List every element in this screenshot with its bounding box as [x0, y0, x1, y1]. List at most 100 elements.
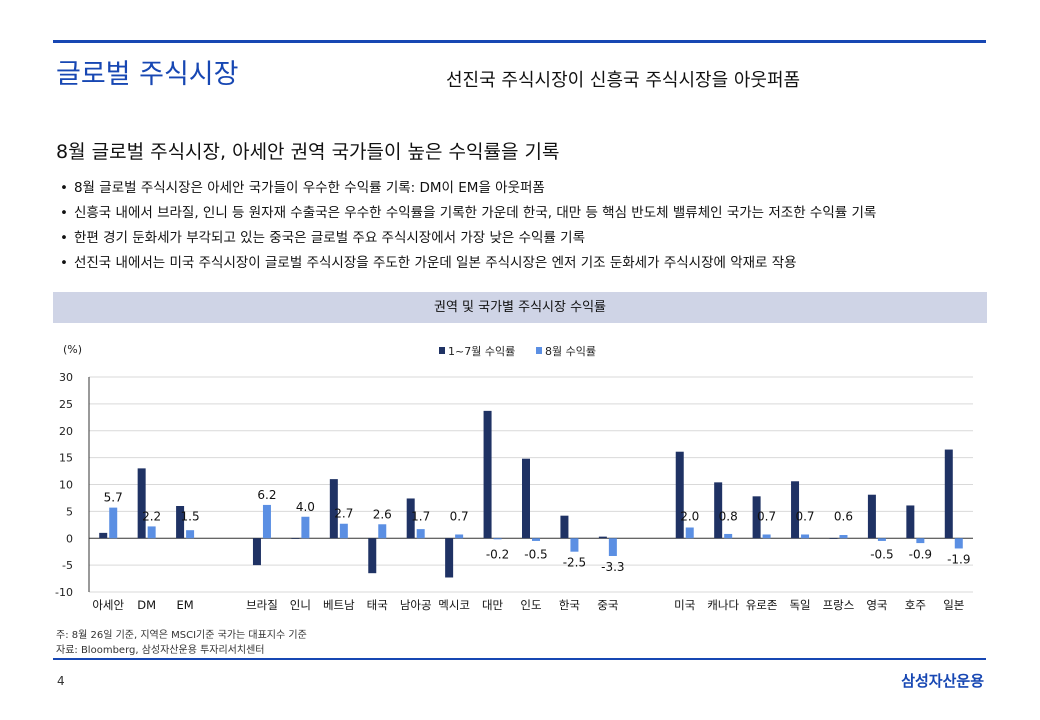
bullet-item: 8월 글로벌 주식시장은 아세안 국가들이 우수한 수익률 기록: DM이 EM…: [60, 176, 876, 201]
x-tick-label: EM: [176, 598, 193, 612]
x-tick-label: 중국: [597, 598, 618, 612]
bar-jan-jul: [368, 538, 377, 574]
x-tick-label: 베트남: [323, 598, 355, 612]
section-heading: 8월 글로벌 주식시장, 아세안 권역 국가들이 높은 수익률을 기록: [56, 141, 560, 163]
y-tick-label: 30: [59, 371, 73, 384]
bar-aug: [916, 538, 925, 544]
x-tick-label: 태국: [367, 598, 388, 612]
bar-aug: [147, 526, 156, 539]
bar-aug: [493, 538, 502, 540]
bar-jan-jul: [944, 449, 953, 539]
data-label: 0.6: [834, 509, 853, 523]
bullet-item: 신흥국 내에서 브라질, 인니 등 원자재 수출국은 우수한 수익률을 기록한 …: [60, 201, 876, 226]
bar-aug: [455, 534, 464, 539]
bar-aug: [416, 529, 425, 539]
bar-jan-jul: [791, 481, 800, 539]
data-label: 0.7: [795, 509, 814, 523]
data-label: 2.6: [373, 507, 392, 521]
bullet-item: 한편 경기 둔화세가 부각되고 있는 중국은 글로벌 주요 주식시장에서 가장 …: [60, 226, 876, 251]
bar-jan-jul: [406, 498, 415, 539]
x-tick-label: 캐나다: [707, 598, 739, 612]
bar-jan-jul: [867, 494, 876, 539]
x-tick-label: 독일: [789, 598, 810, 612]
bar-jan-jul: [714, 482, 723, 539]
data-label: 0.7: [450, 509, 469, 523]
bar-jan-jul: [137, 468, 146, 539]
y-tick-label: -10: [55, 586, 73, 599]
bar-jan-jul: [176, 506, 185, 539]
data-label: 6.2: [257, 488, 276, 502]
y-tick-label: 10: [59, 479, 73, 492]
footnote: 주: 8월 26일 기준, 지역은 MSCI기준 국가는 대표지수 기준: [56, 630, 307, 641]
y-tick-label: 15: [59, 452, 73, 465]
chart-title: 권역 및 국가별 주식시장 수익률: [53, 292, 987, 323]
x-tick-label: 프랑스: [823, 598, 855, 612]
bar-jan-jul: [483, 410, 492, 539]
y-tick-label: 5: [66, 505, 73, 518]
x-tick-label: DM: [137, 598, 156, 612]
brand-logo: 삼성자산운용: [901, 672, 984, 690]
source-note: 자료: Bloomberg, 삼성자산운용 투자리서치센터: [56, 645, 265, 656]
bar-jan-jul: [752, 496, 761, 539]
bar-jan-jul: [252, 538, 261, 566]
x-tick-label: 아세안: [92, 598, 124, 612]
x-tick-label: 인니: [290, 598, 311, 612]
bar-jan-jul: [829, 538, 838, 539]
page-number: 4: [57, 674, 65, 688]
x-tick-label: 영국: [866, 598, 887, 612]
bar-jan-jul: [675, 451, 684, 539]
bar-aug: [839, 535, 848, 539]
bar-aug: [532, 538, 540, 541]
bar-aug: [378, 524, 387, 539]
bar-jan-jul: [560, 515, 569, 539]
bar-aug: [724, 533, 733, 539]
y-tick-label: -5: [62, 559, 73, 572]
x-tick-label: 남아공: [400, 598, 432, 612]
bar-aug: [262, 504, 271, 539]
bar-jan-jul: [598, 536, 607, 539]
data-label: 2.0: [680, 509, 699, 523]
bar-aug: [877, 538, 886, 541]
data-label: 1.5: [181, 509, 200, 523]
x-tick-label: 유로존: [746, 598, 778, 612]
x-tick-label: 브라질: [246, 598, 278, 612]
x-tick-label: 멕시코: [438, 598, 470, 612]
y-axis-label: (%): [63, 343, 82, 356]
bar-aug: [109, 507, 118, 539]
bar-aug: [570, 538, 579, 552]
x-tick-label: 한국: [559, 598, 580, 612]
bar-aug: [762, 534, 771, 539]
bullet-list: 8월 글로벌 주식시장은 아세안 국가들이 우수한 수익률 기록: DM이 EM…: [60, 176, 876, 276]
data-label: -0.9: [909, 547, 932, 561]
bottom-divider: [53, 658, 986, 660]
data-label: 0.8: [719, 509, 738, 523]
bar-aug: [954, 538, 963, 549]
data-label: 0.7: [757, 509, 776, 523]
data-label: -0.2: [486, 547, 509, 561]
x-tick-label: 인도: [520, 598, 541, 612]
bar-aug: [339, 523, 348, 539]
data-label: 1.7: [411, 509, 430, 523]
data-label: -3.3: [601, 560, 624, 574]
data-label: -0.5: [870, 547, 893, 561]
bar-jan-jul: [522, 458, 530, 539]
legend-label: 1~7월 수익률: [448, 345, 515, 358]
bar-jan-jul: [291, 538, 300, 539]
bar-aug: [186, 530, 195, 539]
bar-aug: [608, 538, 617, 556]
y-tick-label: 0: [66, 532, 73, 545]
data-label: 2.2: [142, 509, 161, 523]
data-label: -2.5: [563, 556, 586, 570]
bar-aug: [685, 527, 694, 539]
data-label: -1.9: [947, 552, 970, 566]
y-tick-label: 20: [59, 425, 73, 438]
legend-label: 8월 수익률: [545, 345, 596, 358]
legend-swatch: [536, 347, 542, 354]
legend-swatch: [439, 347, 445, 354]
bullet-item: 선진국 내에서는 미국 주식시장이 글로벌 주식시장을 주도한 가운데 일본 주…: [60, 251, 876, 276]
bar-jan-jul: [99, 532, 108, 539]
bar-jan-jul: [329, 479, 338, 539]
page-subtitle: 선진국 주식시장이 신흥국 주식시장을 아웃퍼폼: [446, 70, 801, 91]
bar-aug: [801, 534, 810, 539]
